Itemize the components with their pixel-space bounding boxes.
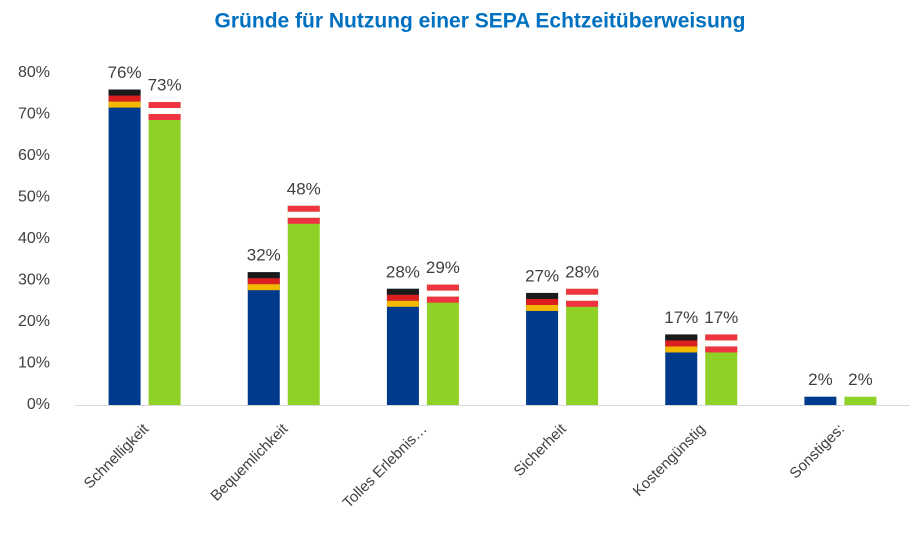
x-tick-label: Sicherheit <box>511 420 571 480</box>
flag-stripe <box>426 290 459 297</box>
y-tick-label: 40% <box>18 230 50 247</box>
bar <box>247 272 280 405</box>
flag-stripe <box>426 284 459 291</box>
y-tick-label: 50% <box>18 189 50 206</box>
bar <box>844 396 877 405</box>
value-label: 17% <box>664 308 698 327</box>
flag-stripe <box>287 205 320 212</box>
value-label: 28% <box>565 262 599 281</box>
value-label: 48% <box>287 179 321 198</box>
y-tick-label: 30% <box>18 272 50 289</box>
flag-stripe <box>287 217 320 224</box>
flag-stripe <box>148 114 181 121</box>
value-label: 29% <box>426 258 460 277</box>
bar <box>108 89 141 405</box>
flag-stripe <box>566 294 599 301</box>
y-tick-label: 0% <box>27 396 50 413</box>
bar <box>566 288 599 405</box>
flag-stripe <box>526 298 559 305</box>
flag-stripe <box>386 288 419 295</box>
flag-stripe <box>148 102 181 109</box>
flag-stripe <box>566 288 599 295</box>
flag-stripe <box>148 108 181 115</box>
flag-stripe <box>665 346 698 353</box>
flag-stripe <box>386 300 419 307</box>
flag-stripe <box>287 211 320 218</box>
flag-stripe <box>108 101 141 108</box>
bar <box>426 284 459 405</box>
flag-stripe <box>426 296 459 303</box>
value-label: 32% <box>247 246 281 265</box>
chart-title: Gründe für Nutzung einer SEPA Echtzeitüb… <box>215 10 746 33</box>
y-tick-label: 60% <box>18 147 50 164</box>
x-tick-label: Tolles Erlebnis… <box>340 421 431 512</box>
flag-stripe <box>108 89 141 96</box>
y-tick-label: 80% <box>18 64 50 81</box>
x-tick-label: Schnelligkeit <box>81 420 153 492</box>
value-label: 76% <box>108 63 142 82</box>
flag-stripe <box>665 340 698 347</box>
bar <box>526 292 559 405</box>
y-tick-label: 10% <box>18 355 50 372</box>
flag-stripe <box>665 334 698 341</box>
x-tick-label: Sonstiges: <box>787 421 849 483</box>
flag-stripe <box>566 300 599 307</box>
bar <box>148 102 181 406</box>
value-label: 2% <box>808 370 833 389</box>
y-tick-label: 20% <box>18 313 50 330</box>
bar <box>287 205 320 405</box>
value-label: 17% <box>704 308 738 327</box>
flag-stripe <box>705 334 738 341</box>
bar <box>804 396 837 405</box>
y-tick-label: 70% <box>18 106 50 123</box>
x-tick-label: Bequemlichkeit <box>207 420 292 505</box>
flag-stripe <box>705 340 738 347</box>
value-label: 73% <box>148 76 182 95</box>
flag-stripe <box>526 292 559 299</box>
flag-stripe <box>526 304 559 311</box>
bar <box>386 288 419 405</box>
value-label: 2% <box>848 370 873 389</box>
flag-stripe <box>247 272 280 279</box>
flag-stripe <box>247 284 280 291</box>
flag-stripe <box>108 95 141 102</box>
flag-stripe <box>247 278 280 285</box>
flag-stripe <box>705 346 738 353</box>
flag-stripe <box>386 294 419 301</box>
x-tick-label: Kostengünstig <box>630 421 709 500</box>
value-label: 28% <box>386 262 420 281</box>
value-label: 27% <box>525 266 559 285</box>
